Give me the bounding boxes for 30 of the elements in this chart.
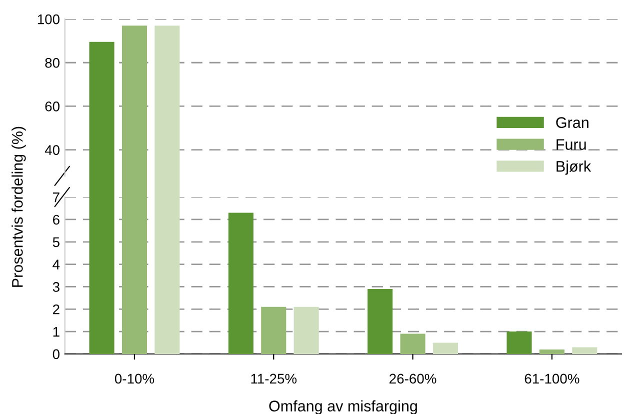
bar xyxy=(506,332,532,354)
y-tick-label: 5 xyxy=(52,237,60,248)
x-tick-label: 11-25% xyxy=(251,374,297,384)
bar xyxy=(294,306,319,354)
x-tick-label: 26-60% xyxy=(390,374,436,384)
bar xyxy=(261,306,286,354)
y-tick-label: 2 xyxy=(53,304,60,314)
y-tick-label: 1 xyxy=(53,327,60,337)
legend-label: Gran xyxy=(556,117,588,128)
y-tick-label: 80 xyxy=(45,58,60,68)
y-tick-label: 4 xyxy=(52,260,60,270)
bar xyxy=(228,212,254,354)
y-tick-label: 3 xyxy=(52,282,60,292)
bar xyxy=(400,334,426,354)
y-tick-label: 60 xyxy=(45,102,60,112)
x-axis-title: Omfang av misfarging xyxy=(269,400,417,414)
y-tick-label: 7 xyxy=(53,192,60,202)
y-tick-label: 6 xyxy=(53,214,60,225)
bar xyxy=(368,288,393,354)
y-tick-label: 0 xyxy=(52,349,60,360)
legend-label: Bjørk xyxy=(556,160,592,175)
y-axis-title: Prosentvis fordeling (%) xyxy=(12,126,26,287)
bar xyxy=(572,347,598,354)
legend-label: Furu xyxy=(556,139,586,150)
x-tick-label: 61-100% xyxy=(524,374,580,384)
bar xyxy=(432,342,458,354)
y-tick-label: 40 xyxy=(44,145,60,155)
bar xyxy=(539,349,564,354)
y-tick-label: 100 xyxy=(38,14,60,24)
x-tick-label: 0-10% xyxy=(114,374,154,384)
